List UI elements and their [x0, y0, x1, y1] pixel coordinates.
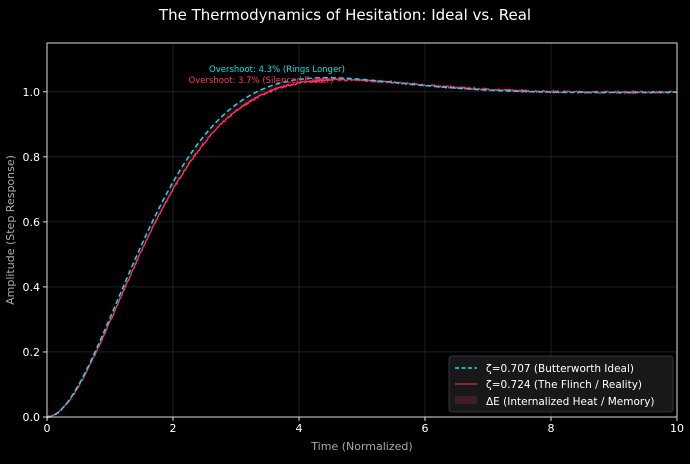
legend-label-ideal: ζ=0.707 (Butterworth Ideal): [486, 363, 634, 375]
chart-title: The Thermodynamics of Hesitation: Ideal …: [158, 6, 531, 24]
x-axis-label: Time (Normalized): [310, 440, 412, 453]
legend-label-real: ζ=0.724 (The Flinch / Reality): [486, 379, 642, 391]
y-axis-label: Amplitude (Step Response): [4, 155, 17, 305]
legend: ζ=0.707 (Butterworth Ideal) ζ=0.724 (The…: [448, 355, 674, 413]
x-tick-label: 0: [44, 422, 51, 435]
legend-label-fill: ΔE (Internalized Heat / Memory): [486, 396, 655, 408]
x-tick-label: 8: [548, 422, 555, 435]
series-ideal-line: [47, 76, 677, 418]
x-tick-label: 10: [670, 422, 684, 435]
x-tick-label: 2: [170, 422, 177, 435]
x-tick-label: 6: [422, 422, 429, 435]
y-tick-label: 0.4: [23, 281, 41, 294]
annotation-real: Overshoot: 3.7% (Silenced Faster): [188, 76, 333, 86]
legend-swatch-fill: [455, 396, 477, 404]
y-tick-label: 0.2: [23, 346, 41, 359]
annotation-ideal: Overshoot: 4.3% (Rings Longer): [209, 65, 345, 75]
plot-frame: [46, 42, 678, 418]
y-tick-label: 0.8: [23, 151, 41, 164]
ticks: 0 2 4 6 8 10 0.0 0.2 0.4 0.6 0.8 1.0: [23, 86, 685, 435]
y-tick-label: 0.6: [23, 216, 41, 229]
x-tick-label: 4: [296, 422, 303, 435]
y-tick-label: 1.0: [23, 86, 41, 99]
y-tick-label: 0.0: [23, 411, 41, 424]
series-lines: [46, 76, 678, 420]
